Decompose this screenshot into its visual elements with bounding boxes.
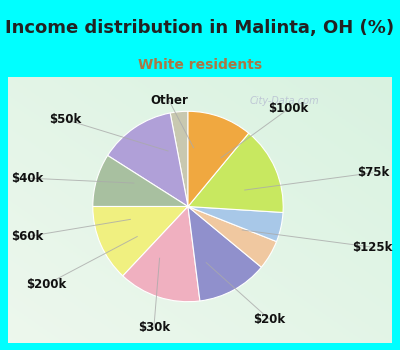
Wedge shape — [170, 111, 188, 206]
Text: City-Data.com: City-Data.com — [250, 96, 319, 106]
Text: $200k: $200k — [26, 278, 66, 291]
Text: $100k: $100k — [268, 103, 308, 116]
Text: $60k: $60k — [11, 230, 43, 243]
Wedge shape — [93, 206, 188, 276]
Text: $40k: $40k — [11, 172, 43, 184]
Text: Other: Other — [150, 94, 188, 107]
Text: Income distribution in Malinta, OH (%): Income distribution in Malinta, OH (%) — [6, 19, 394, 37]
Wedge shape — [188, 133, 283, 212]
Text: $75k: $75k — [357, 166, 389, 179]
Wedge shape — [188, 206, 283, 242]
Text: $50k: $50k — [50, 113, 82, 126]
Wedge shape — [93, 155, 188, 206]
Wedge shape — [188, 111, 249, 206]
Wedge shape — [188, 206, 276, 267]
Wedge shape — [108, 113, 188, 206]
Wedge shape — [188, 206, 261, 301]
Wedge shape — [123, 206, 200, 302]
Text: White residents: White residents — [138, 58, 262, 72]
Text: $30k: $30k — [138, 321, 170, 334]
Text: $125k: $125k — [353, 241, 393, 254]
Text: $20k: $20k — [253, 313, 285, 326]
